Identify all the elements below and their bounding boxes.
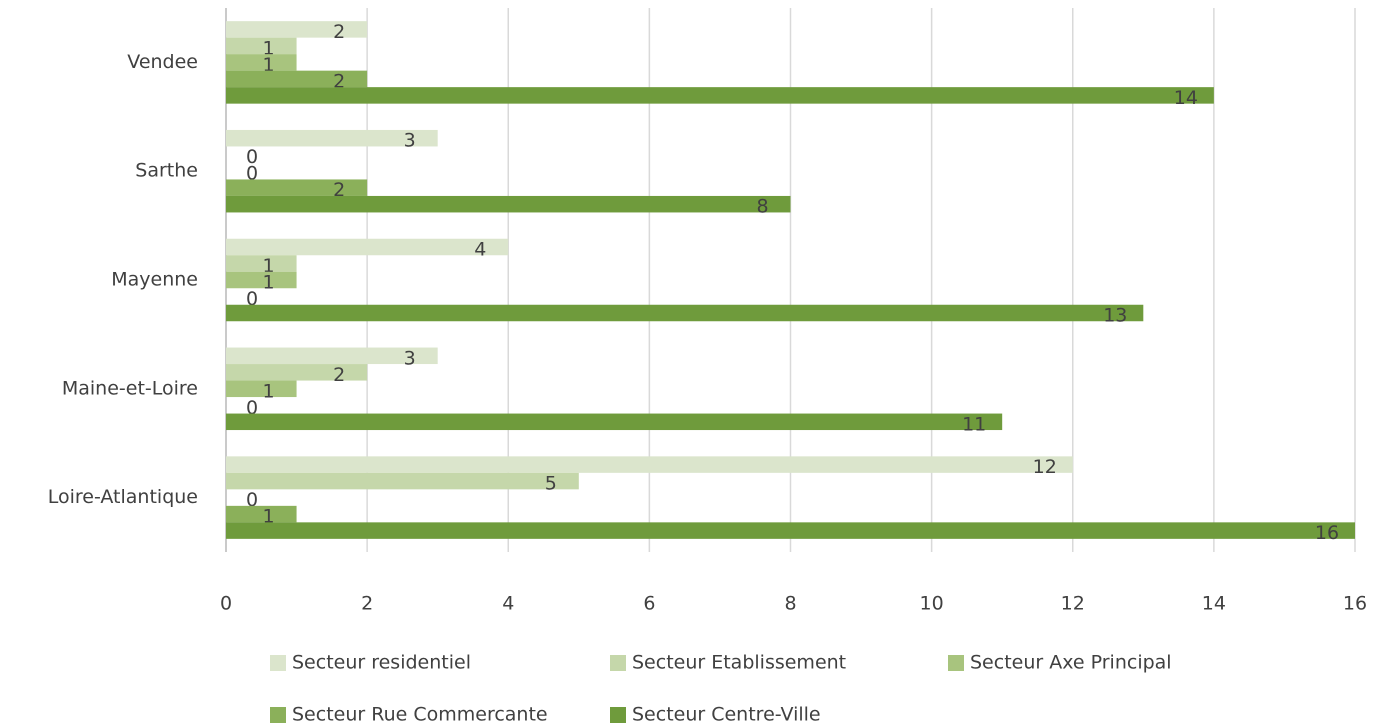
bar (226, 364, 368, 381)
x-tick-label: 16 (1343, 593, 1367, 615)
data-label: 11 (962, 413, 986, 435)
legend-label: Secteur residentiel (292, 652, 471, 674)
data-label: 3 (404, 347, 416, 369)
data-label: 13 (1103, 305, 1127, 327)
bar (226, 70, 368, 88)
bar (226, 195, 791, 213)
y-tick-label: Vendee (127, 51, 198, 73)
x-tick-label: 14 (1202, 593, 1226, 615)
bar (226, 255, 297, 272)
legend-swatch (948, 655, 964, 671)
data-label: 1 (263, 506, 275, 528)
legend-label: Secteur Etablissement (632, 652, 846, 674)
data-label: 2 (333, 179, 345, 201)
data-label: 3 (404, 130, 416, 152)
data-label: 2 (333, 364, 345, 386)
bar (226, 505, 297, 523)
data-label: 0 (246, 163, 258, 185)
x-tick-label: 10 (920, 593, 944, 615)
data-label: 1 (263, 54, 275, 76)
bar (226, 472, 579, 490)
data-label: 14 (1174, 87, 1198, 109)
data-label: 1 (263, 380, 275, 402)
bar (226, 271, 297, 289)
bar (226, 179, 368, 196)
bar (226, 37, 297, 55)
bar (226, 304, 1144, 322)
bar (226, 380, 297, 398)
data-label: 5 (545, 473, 557, 495)
y-tick-label: Mayenne (111, 269, 198, 291)
y-tick-label: Loire-Atlantique (48, 486, 198, 508)
x-tick-label: 6 (643, 593, 655, 615)
data-label: 4 (474, 239, 486, 261)
x-tick-label: 4 (502, 593, 514, 615)
bar (226, 238, 509, 256)
data-label: 0 (246, 146, 258, 168)
bar (226, 129, 438, 147)
y-tick-label: Maine-et-Loire (62, 377, 198, 399)
x-tick-label: 2 (361, 593, 373, 615)
data-label: 1 (263, 272, 275, 294)
data-label: 1 (263, 255, 275, 277)
y-tick-label: Sarthe (135, 160, 198, 182)
data-label: 2 (333, 21, 345, 43)
data-label: 8 (756, 196, 768, 218)
legend-label: Secteur Rue Commercante (292, 704, 548, 726)
bar (226, 522, 1355, 539)
legend-swatch (270, 707, 286, 723)
legend-swatch (270, 655, 286, 671)
bar (226, 21, 368, 38)
data-label: 2 (333, 70, 345, 92)
legend-swatch (610, 655, 626, 671)
bar (226, 413, 1003, 431)
legend-label: Secteur Centre-Ville (632, 704, 821, 726)
x-tick-label: 0 (220, 593, 232, 615)
bar (226, 87, 1214, 104)
legend-swatch (610, 707, 626, 723)
bar (226, 456, 1073, 473)
legend-label: Secteur Axe Principal (970, 652, 1172, 674)
data-label: 16 (1315, 522, 1339, 544)
x-tick-label: 8 (784, 593, 796, 615)
data-label: 0 (246, 288, 258, 310)
data-label: 0 (246, 489, 258, 511)
data-label: 0 (246, 397, 258, 419)
data-label: 1 (263, 37, 275, 59)
bar (226, 54, 297, 71)
x-tick-label: 12 (1061, 593, 1085, 615)
bar (226, 347, 438, 365)
data-label: 12 (1033, 456, 1057, 478)
